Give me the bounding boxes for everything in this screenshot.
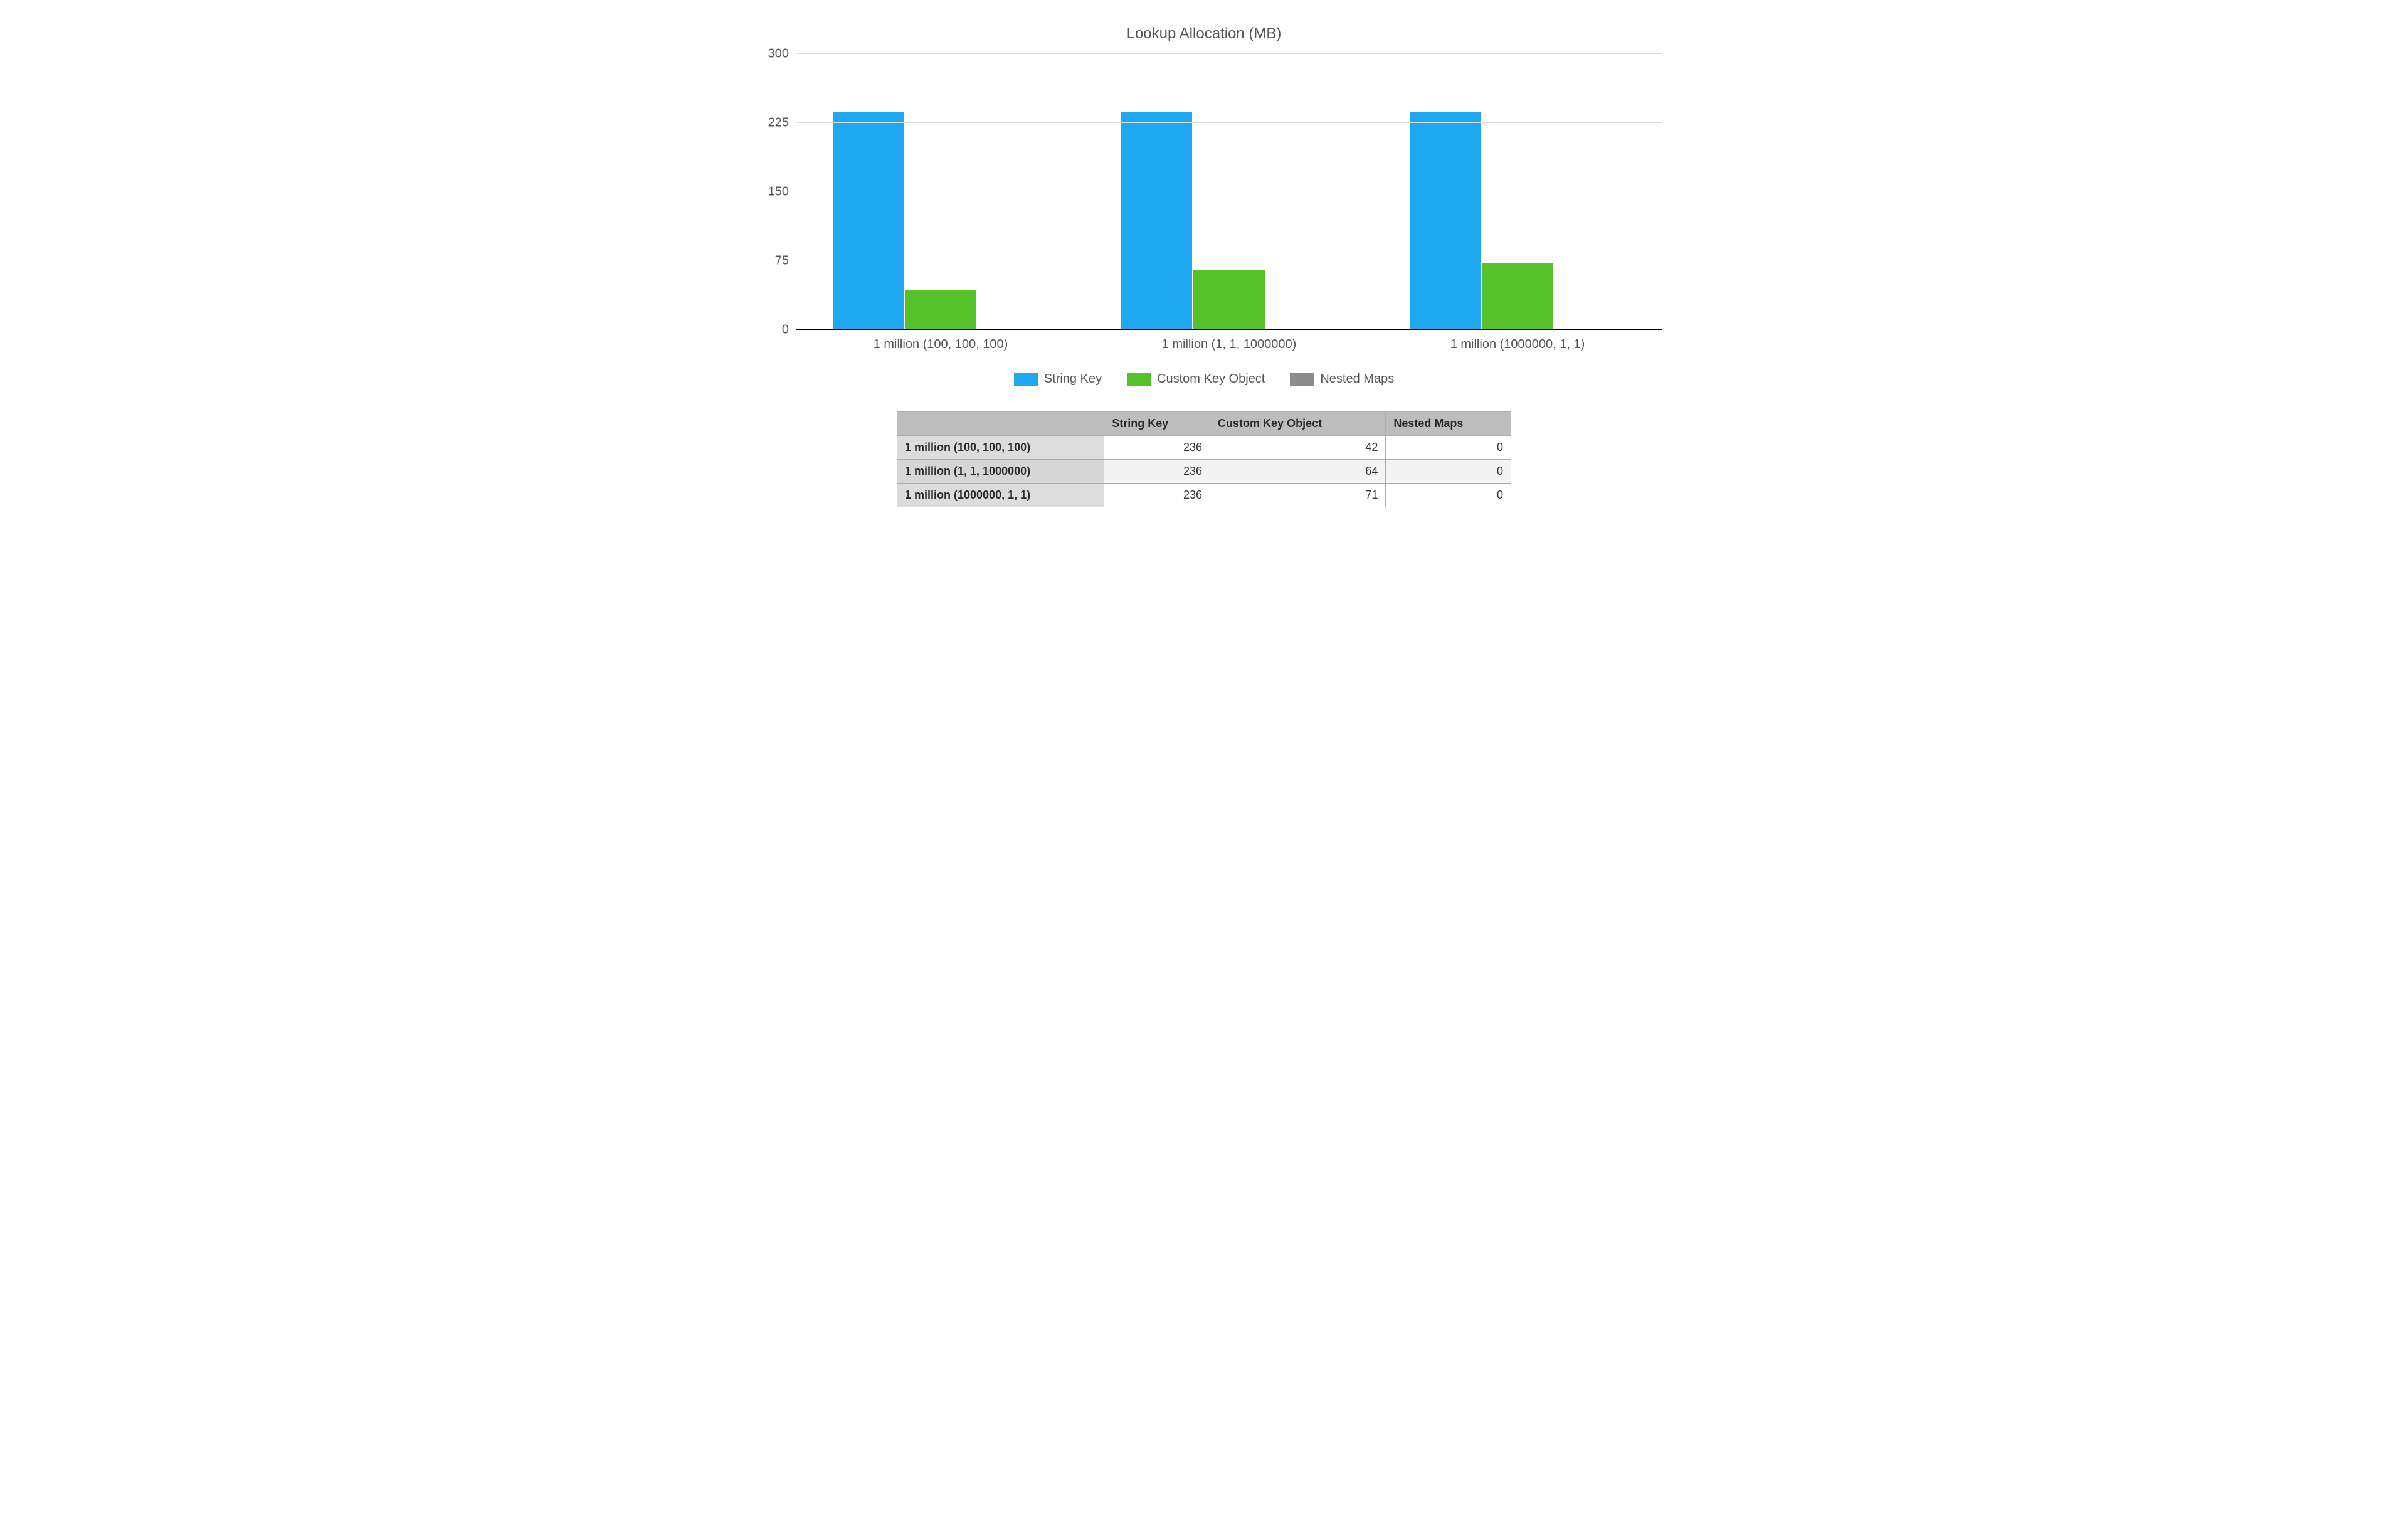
table-row-header: 1 million (100, 100, 100)	[897, 436, 1104, 460]
y-tick-label: 0	[782, 323, 789, 337]
x-axis-label: 1 million (100, 100, 100)	[796, 330, 1085, 352]
legend: String Key Custom Key Object Nested Maps	[746, 372, 1662, 386]
y-axis: 075150225300	[746, 54, 796, 330]
bar	[1482, 263, 1553, 329]
table-row: 1 million (1, 1, 1000000)236640	[897, 460, 1511, 484]
legend-item: Nested Maps	[1290, 372, 1394, 386]
table-column-header: Custom Key Object	[1210, 412, 1386, 436]
legend-item: String Key	[1014, 372, 1102, 386]
bar-group	[1085, 54, 1373, 329]
table-row-header: 1 million (1000000, 1, 1)	[897, 484, 1104, 507]
bar-group	[1373, 54, 1662, 329]
bar	[1121, 112, 1192, 329]
chart-body: 075150225300	[746, 54, 1662, 330]
table-cell: 42	[1210, 436, 1386, 460]
table-cell: 236	[1104, 484, 1210, 507]
x-axis-label: 1 million (1, 1, 1000000)	[1085, 330, 1373, 352]
bar	[833, 112, 904, 329]
legend-label: Custom Key Object	[1157, 372, 1265, 386]
x-axis-label: 1 million (1000000, 1, 1)	[1373, 330, 1662, 352]
legend-label: Nested Maps	[1320, 372, 1394, 386]
bar	[905, 290, 976, 329]
bar-groups	[796, 54, 1662, 329]
grid-line	[796, 122, 1662, 123]
y-tick-label: 75	[775, 254, 789, 268]
bar	[1410, 112, 1481, 329]
table-row-header: 1 million (1, 1, 1000000)	[897, 460, 1104, 484]
table-cell: 236	[1104, 436, 1210, 460]
table-cell: 71	[1210, 484, 1386, 507]
x-axis-labels: 1 million (100, 100, 100)1 million (1, 1…	[796, 330, 1662, 352]
table-cell: 0	[1386, 484, 1511, 507]
chart-title: Lookup Allocation (MB)	[746, 25, 1662, 43]
table-row: 1 million (100, 100, 100)236420	[897, 436, 1511, 460]
y-tick-label: 225	[768, 116, 789, 130]
table-body: 1 million (100, 100, 100)2364201 million…	[897, 436, 1511, 507]
data-table: String KeyCustom Key ObjectNested Maps 1…	[897, 411, 1511, 507]
y-tick-label: 300	[768, 47, 789, 61]
legend-swatch	[1014, 373, 1038, 386]
legend-swatch	[1127, 373, 1151, 386]
legend-label: String Key	[1044, 372, 1102, 386]
chart-container: Lookup Allocation (MB) 0 75 150 225 300 1 mi…	[746, 25, 1662, 507]
table-header: String KeyCustom Key ObjectNested Maps	[897, 412, 1511, 436]
legend-item: Custom Key Object	[1127, 372, 1265, 386]
table-column-header: String Key	[1104, 412, 1210, 436]
table-cell: 0	[1386, 460, 1511, 484]
bar-group	[796, 54, 1085, 329]
y-tick-label: 150	[768, 185, 789, 199]
table-row: 1 million (1000000, 1, 1)236710	[897, 484, 1511, 507]
bar	[1193, 270, 1264, 329]
table-cell: 236	[1104, 460, 1210, 484]
table-cell: 64	[1210, 460, 1386, 484]
table-column-header: Nested Maps	[1386, 412, 1511, 436]
plot-area	[796, 54, 1662, 330]
legend-swatch	[1290, 373, 1314, 386]
grid-line	[796, 53, 1662, 54]
table-cell: 0	[1386, 436, 1511, 460]
table-column-header	[897, 412, 1104, 436]
